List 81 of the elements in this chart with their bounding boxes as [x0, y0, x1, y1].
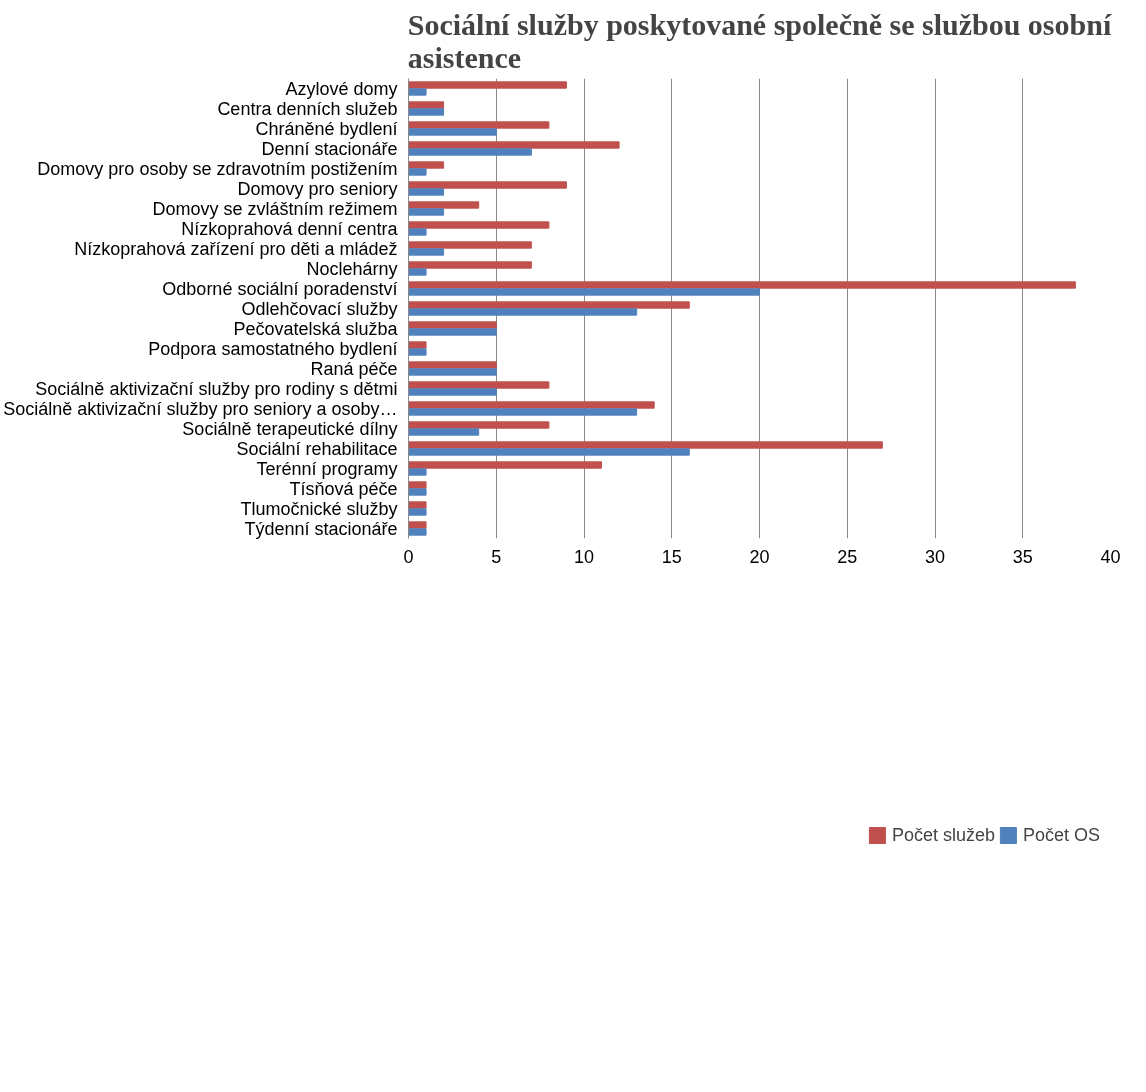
y-tick-label: Sociálně terapeutické dílny [182, 418, 398, 439]
bar [408, 401, 655, 409]
y-tick-label: Terénní programy [256, 458, 398, 479]
bar [408, 521, 427, 529]
bar [408, 248, 445, 256]
bar [408, 301, 690, 309]
y-tick-label: Týdenní stacionáře [244, 518, 398, 539]
y-tick-label: Domovy pro osoby se zdravotním postižením [37, 158, 398, 179]
bar [408, 208, 445, 216]
bar [408, 201, 480, 209]
x-tick-label: 5 [491, 546, 502, 567]
y-tick-label: Chráněné bydlení [255, 118, 398, 139]
y-tick-label: Pečovatelská služba [233, 318, 399, 339]
bar [408, 128, 497, 136]
bar [408, 501, 427, 509]
y-tick-label: Tísňová péče [289, 478, 398, 499]
bar [408, 101, 445, 109]
bar [408, 461, 603, 469]
legend-label: Počet OS [1022, 824, 1100, 846]
bar [408, 161, 445, 169]
y-tick-label: Noclehárny [306, 258, 398, 279]
y-tick-label: Raná péče [310, 358, 398, 379]
bar [408, 281, 1076, 289]
bar [408, 228, 427, 236]
bar [408, 288, 760, 296]
bar [408, 361, 497, 369]
bar [408, 388, 497, 396]
bar [408, 421, 550, 429]
bar [408, 381, 550, 389]
y-tick-label: Centra denních služeb [217, 98, 398, 119]
y-tick-label: Sociálně aktivizační služby pro seniory a osoby… [3, 398, 398, 419]
x-tick-label: 35 [1012, 546, 1033, 567]
x-tick-label: 20 [749, 546, 770, 567]
bar [408, 221, 550, 229]
bar [408, 528, 427, 536]
bar [408, 268, 427, 276]
x-tick-label: 15 [661, 546, 682, 567]
bar [408, 241, 532, 249]
bar [408, 428, 480, 436]
bar [408, 148, 532, 156]
bar [408, 88, 427, 96]
x-tick-label: 25 [837, 546, 858, 567]
bar [408, 321, 497, 329]
y-tick-label: Domovy pro seniory [237, 178, 398, 199]
y-tick-label: Nízkoprahová zařízení pro děti a mládež [74, 238, 398, 259]
y-tick-label: Sociálně aktivizační služby pro rodiny s dětmi [35, 378, 398, 399]
bar [408, 328, 497, 336]
x-tick-label: 30 [924, 546, 946, 567]
bar [408, 348, 427, 356]
bar [408, 368, 497, 376]
bar [408, 481, 427, 489]
y-tick-label: Sociální rehabilitace [236, 438, 398, 459]
bar [408, 81, 567, 89]
bar [408, 468, 427, 476]
legend-label: Počet služeb [891, 824, 995, 846]
bar [408, 108, 445, 116]
chart-title: Sociální služby poskytované společně se službou osobní asistence [407, 7, 1112, 74]
bar [408, 141, 620, 149]
bar [408, 488, 427, 496]
bar [408, 341, 427, 349]
bar [408, 168, 427, 176]
bar [408, 508, 427, 516]
bar [408, 188, 445, 196]
y-tick-label: Azylové domy [285, 78, 398, 99]
y-tick-label: Odborné sociální poradenství [162, 278, 398, 299]
bar [408, 181, 567, 189]
bar [408, 121, 550, 129]
bar [408, 261, 532, 269]
y-tick-label: Domovy se zvláštním režimem [152, 198, 398, 219]
bar [408, 308, 638, 316]
y-tick-label: Podpora samostatného bydlení [148, 338, 398, 359]
y-tick-label: Nízkoprahová denní centra [181, 218, 399, 239]
x-tick-label: 40 [1100, 546, 1121, 567]
y-tick-label: Denní stacionáře [261, 138, 398, 159]
y-tick-label: Tlumočnické služby [240, 498, 398, 519]
bar [408, 408, 638, 416]
bar [408, 448, 690, 456]
bar [408, 441, 883, 449]
x-tick-label: 10 [573, 546, 595, 567]
x-tick-label: 0 [403, 546, 414, 567]
y-tick-label: Odlehčovací služby [241, 298, 398, 319]
